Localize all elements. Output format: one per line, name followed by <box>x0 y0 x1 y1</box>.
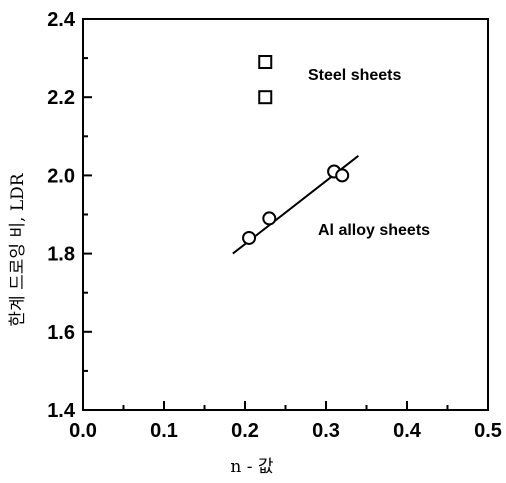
annotation-steel-sheets: Steel sheets <box>308 67 401 84</box>
y-tick-label: 2.2 <box>47 87 75 109</box>
x-tick-label: 0.0 <box>69 420 97 442</box>
x-axis-title: n - 값 <box>230 457 274 477</box>
steel-point <box>258 90 273 105</box>
x-tick-label: 0.1 <box>150 420 178 442</box>
y-tick-label: 2.0 <box>47 165 75 187</box>
y-tick-label: 1.6 <box>47 322 75 344</box>
y-axis-title: 한계 드로잉 비, LDR <box>8 172 28 326</box>
y-tick-label: 2.4 <box>47 9 76 31</box>
y-tick-label: 1.8 <box>47 244 75 266</box>
plot-frame <box>82 18 489 411</box>
x-tick-label: 0.5 <box>474 420 502 442</box>
x-tick-label: 0.4 <box>393 420 422 442</box>
y-tick-label: 1.4 <box>47 400 76 422</box>
steel-point <box>258 55 273 70</box>
al-alloy-point <box>335 168 350 183</box>
annotation-al-alloy-sheets: Al alloy sheets <box>318 222 430 239</box>
x-tick-label: 0.2 <box>231 420 259 442</box>
al-alloy-point <box>262 211 277 226</box>
x-tick-label: 0.3 <box>312 420 340 442</box>
al-alloy-point <box>242 230 257 245</box>
